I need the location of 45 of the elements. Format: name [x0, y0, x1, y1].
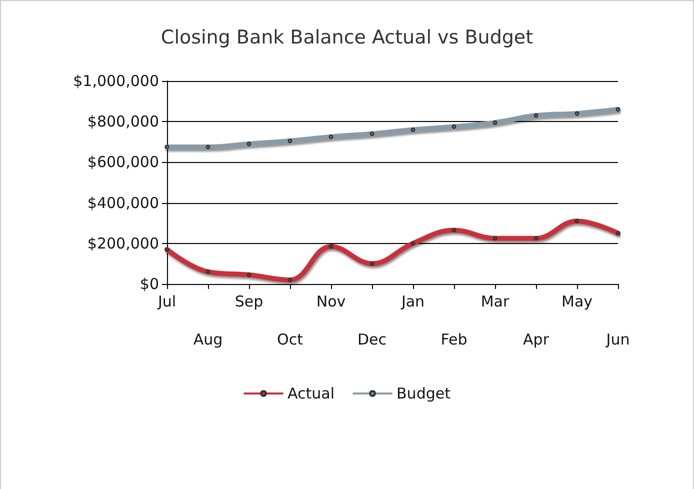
- point: [534, 236, 538, 241]
- chart-title: Closing Bank Balance Actual vs Budget: [160, 26, 534, 48]
- point: [410, 241, 416, 246]
- y-tick-label: $400,000: [87, 194, 159, 212]
- point: [410, 127, 416, 132]
- point: [452, 124, 456, 129]
- x-tick-label: Dec: [357, 330, 387, 348]
- point: [574, 218, 580, 224]
- point: [616, 231, 620, 236]
- point: [288, 278, 292, 282]
- y-tick-label: $600,000: [87, 153, 159, 172]
- point: [164, 247, 170, 252]
- x-tick-label: Aug: [193, 330, 223, 348]
- point: [246, 142, 252, 146]
- y-tick-label: $200,000: [87, 234, 159, 252]
- y-tick-label: $0: [140, 275, 159, 293]
- y-tick-label: $800,000: [87, 112, 159, 131]
- point: [616, 107, 620, 112]
- point: [370, 132, 374, 136]
- point: [452, 228, 456, 232]
- x-tick-label: Apr: [523, 330, 550, 348]
- x-tick-label: Feb: [440, 330, 468, 348]
- x-tick-label: Jan: [400, 292, 425, 310]
- x-tick-label: Sep: [234, 292, 264, 310]
- point: [492, 236, 498, 241]
- x-tick-label: Mar: [480, 292, 510, 310]
- point: [328, 244, 334, 249]
- point: [534, 113, 538, 118]
- legend-label: Actual: [288, 384, 335, 402]
- point: [206, 144, 210, 150]
- point: [492, 120, 498, 125]
- point: [288, 138, 292, 144]
- point: [328, 134, 334, 140]
- x-tick-label: Jun: [605, 330, 630, 348]
- point: [574, 111, 580, 116]
- x-tick-label: Nov: [316, 292, 346, 310]
- x-tick-label: May: [561, 292, 593, 310]
- legend-label: Budget: [396, 384, 451, 402]
- point: [206, 270, 210, 274]
- y-tick-label: $1,000,000: [73, 72, 159, 90]
- point: [370, 261, 374, 266]
- x-tick-label: Oct: [277, 330, 304, 348]
- x-tick-label: Jul: [156, 292, 176, 310]
- point: [164, 144, 170, 150]
- point: [246, 272, 252, 278]
